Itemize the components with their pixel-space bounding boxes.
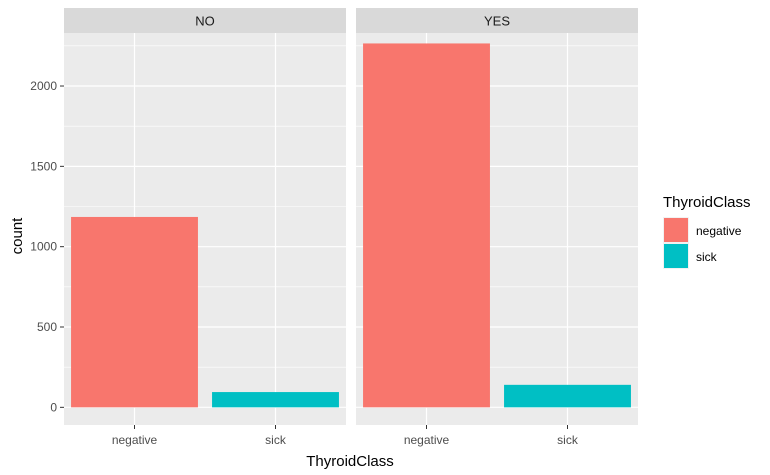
- legend-item-sick: sick: [663, 243, 718, 269]
- y-tick-label: 2000: [30, 79, 57, 93]
- y-axis-title: count: [9, 217, 26, 255]
- x-tick-label: negative: [404, 433, 450, 447]
- y-tick-label: 500: [37, 320, 57, 334]
- x-tick-label: sick: [557, 433, 579, 447]
- legend: ThyroidClass negative sick: [663, 194, 751, 269]
- legend-item-negative: negative: [663, 217, 742, 243]
- facet-strip: [356, 8, 638, 33]
- bar-yes-sick: [504, 384, 631, 408]
- x-tick-label: sick: [265, 433, 287, 447]
- y-tick-label: 0: [50, 400, 57, 414]
- x-axis-title: ThyroidClass: [306, 453, 394, 470]
- bar-no-sick: [212, 392, 339, 408]
- legend-title: ThyroidClass: [663, 194, 751, 211]
- y-tick-label: 1500: [30, 159, 57, 173]
- facet-layer: NO YES: [64, 8, 638, 425]
- bar-no-negative: [71, 216, 198, 408]
- legend-label: negative: [696, 224, 742, 238]
- bar-yes-negative: [363, 43, 490, 408]
- legend-label: sick: [696, 250, 718, 264]
- facet-strip-label: YES: [484, 14, 510, 29]
- legend-key-swatch: [664, 244, 688, 268]
- facet-panel-no: NO: [64, 8, 346, 425]
- axis-layer: negative sick negative sick 0 500 1000 1500 2000: [30, 79, 579, 447]
- facet-strip-label: NO: [195, 14, 215, 29]
- facet-panel-yes: YES: [356, 8, 638, 425]
- legend-key-swatch: [664, 218, 688, 242]
- facet-strip: [64, 8, 346, 33]
- x-tick-label: negative: [112, 433, 158, 447]
- y-tick-label: 1000: [30, 240, 57, 254]
